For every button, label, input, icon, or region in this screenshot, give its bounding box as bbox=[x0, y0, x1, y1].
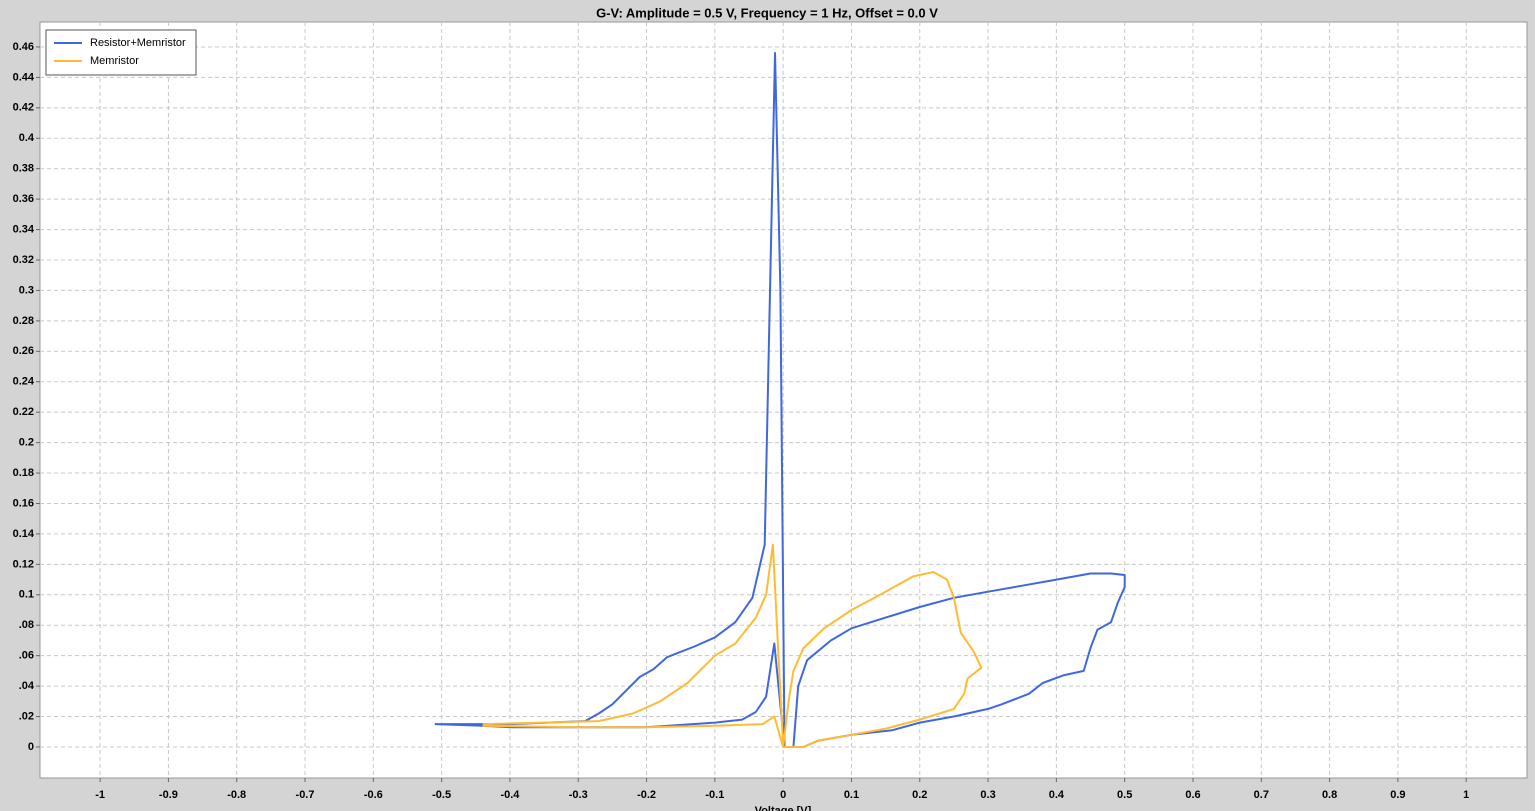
y-tick-label: 0.44 bbox=[13, 71, 35, 83]
y-tick-label: 0.36 bbox=[13, 193, 34, 205]
x-tick-label: 0.5 bbox=[1117, 789, 1132, 801]
y-tick-label: 0.18 bbox=[13, 467, 34, 479]
y-tick-label: 0.34 bbox=[13, 223, 35, 235]
x-tick-label: -0.6 bbox=[364, 789, 383, 801]
legend-label: Memristor bbox=[90, 55, 139, 67]
x-tick-label: -1 bbox=[95, 789, 105, 801]
legend-label: Resistor+Memristor bbox=[90, 37, 186, 49]
y-tick-label: 0.22 bbox=[13, 406, 34, 418]
y-tick-label: 0.12 bbox=[13, 558, 34, 570]
y-tick-label: 0 bbox=[28, 741, 34, 753]
y-tick-label: 0.32 bbox=[13, 254, 34, 266]
x-tick-label: -0.2 bbox=[637, 789, 656, 801]
x-tick-label: 0.8 bbox=[1322, 789, 1337, 801]
y-tick-label: 0.46 bbox=[13, 41, 34, 53]
y-tick-label: 0.16 bbox=[13, 497, 34, 509]
y-tick-label: 0.38 bbox=[13, 163, 34, 175]
x-tick-label: 1 bbox=[1463, 789, 1469, 801]
x-tick-label: 0.9 bbox=[1390, 789, 1405, 801]
chart-title: G-V: Amplitude = 0.5 V, Frequency = 1 Hz… bbox=[596, 5, 938, 20]
x-tick-label: 0.7 bbox=[1254, 789, 1269, 801]
y-tick-label: 0.42 bbox=[13, 102, 34, 114]
y-tick-label: 0.14 bbox=[13, 528, 35, 540]
x-tick-label: 0.4 bbox=[1049, 789, 1065, 801]
x-tick-label: -0.8 bbox=[227, 789, 246, 801]
y-tick-label: 0.26 bbox=[13, 345, 34, 357]
y-tick-label: 0.2 bbox=[19, 437, 34, 449]
y-tick-label: 0.4 bbox=[19, 132, 35, 144]
x-axis-label: Voltage [V] bbox=[755, 805, 812, 811]
y-tick-label: 0.28 bbox=[13, 315, 34, 327]
x-tick-label: 0.6 bbox=[1185, 789, 1200, 801]
legend-box bbox=[45, 29, 197, 76]
y-tick-label: .04 bbox=[19, 680, 35, 692]
y-tick-label: 0.3 bbox=[19, 284, 34, 296]
x-tick-label: -0.5 bbox=[432, 789, 451, 801]
x-tick-label: -0.1 bbox=[705, 789, 724, 801]
y-tick-label: 0.1 bbox=[19, 589, 34, 601]
y-tick-label: .08 bbox=[19, 619, 34, 631]
y-tick-label: .02 bbox=[19, 710, 34, 722]
x-tick-label: -0.4 bbox=[500, 789, 520, 801]
x-tick-label: -0.7 bbox=[296, 789, 315, 801]
y-tick-label: 0.24 bbox=[13, 376, 35, 388]
x-tick-label: 0.1 bbox=[844, 789, 859, 801]
series-line bbox=[482, 543, 983, 748]
x-tick-label: -0.9 bbox=[159, 789, 178, 801]
series-line bbox=[434, 52, 1126, 748]
x-tick-label: 0.2 bbox=[912, 789, 927, 801]
x-tick-label: -0.3 bbox=[569, 789, 588, 801]
x-tick-label: 0 bbox=[780, 789, 786, 801]
y-tick-label: .06 bbox=[19, 650, 34, 662]
x-tick-label: 0.3 bbox=[980, 789, 995, 801]
